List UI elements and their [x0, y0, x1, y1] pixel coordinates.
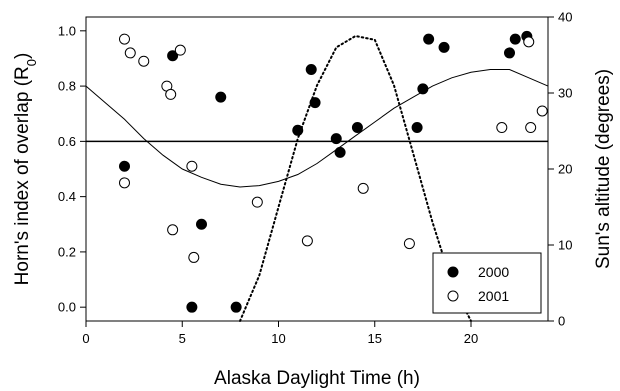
point-2001-14	[496, 122, 508, 134]
y2-tick-label-0: 0	[558, 314, 565, 329]
point-2000-4	[215, 91, 227, 103]
y-axis-title-close: )	[12, 53, 33, 59]
horn-model-curve	[85, 69, 549, 188]
point-2000-13	[417, 83, 429, 95]
point-2000-11	[351, 122, 363, 134]
point-layer	[119, 30, 548, 313]
point-2000-3	[196, 218, 207, 230]
point-2001-6	[167, 224, 179, 236]
point-2000-9	[330, 133, 342, 145]
y2-axis-title: Sun's altitude (degrees)	[593, 69, 614, 269]
point-2001-11	[301, 235, 313, 247]
point-2000-1	[167, 50, 179, 62]
legend: 2000 2001	[432, 252, 542, 314]
y2-tick-label-20: 20	[558, 162, 572, 177]
point-2001-9	[188, 251, 200, 263]
y2-tick-label-10: 10	[558, 238, 572, 253]
point-2001-13	[403, 238, 415, 250]
point-2001-15	[523, 36, 535, 48]
legend-label-2001: 2001	[478, 288, 509, 304]
legend-label-2000: 2000	[478, 264, 509, 280]
point-2001-1	[119, 177, 130, 189]
y-axis-ticks: 0.0 0.2 0.4 0.6 0.8 1.0	[58, 23, 86, 315]
legend-box	[432, 252, 542, 314]
legend-marker-2000	[447, 266, 459, 278]
point-2001-12	[357, 182, 369, 194]
legend-marker-2001	[447, 290, 459, 302]
point-2000-0	[119, 160, 130, 172]
sun-altitude-curve	[239, 34, 472, 322]
point-2001-3	[138, 55, 150, 67]
point-2001-2	[124, 47, 136, 59]
y-tick-label-4: 0.8	[58, 79, 76, 94]
y2-axis-ticks: 0 10 20 30 40	[548, 10, 572, 329]
point-2001-10	[251, 196, 263, 208]
point-2001-5	[165, 88, 177, 100]
point-2000-5	[230, 301, 242, 313]
y2-tick-label-40: 40	[558, 10, 572, 25]
point-2000-12	[411, 122, 423, 134]
y-tick-label-2: 0.4	[58, 189, 76, 204]
point-2001-0	[119, 33, 130, 45]
point-2000-16	[504, 47, 515, 59]
point-2000-14	[423, 33, 435, 45]
x-axis-ticks: 0 5 10 15 20	[82, 321, 478, 346]
point-2000-7	[305, 64, 317, 76]
point-2000-2	[186, 301, 198, 313]
y-tick-label-3: 0.6	[58, 134, 76, 149]
x-tick-label-5: 5	[179, 331, 186, 346]
y-axis-title-subscript: 0	[24, 59, 39, 66]
x-tick-label-20: 20	[464, 331, 478, 346]
x-tick-label-0: 0	[82, 331, 89, 346]
point-2000-6	[292, 124, 304, 136]
y-axis-title-main: Horn's index of overlap (R	[12, 66, 33, 285]
y2-tick-label-30: 30	[558, 86, 572, 101]
y-axis-title: Horn's index of overlap (R0)	[12, 53, 39, 286]
x-axis-title: Alaska Daylight Time (h)	[214, 368, 420, 389]
point-2001-7	[174, 44, 186, 56]
point-2001-16	[525, 122, 537, 134]
x-tick-label-10: 10	[271, 331, 285, 346]
y-tick-label-5: 1.0	[58, 23, 76, 38]
curve-layer	[85, 34, 549, 322]
point-2000-17	[509, 33, 521, 45]
point-2001-8	[186, 160, 198, 172]
y-tick-label-1: 0.2	[58, 244, 76, 259]
point-2001-17	[536, 105, 548, 117]
y-tick-label-0: 0.0	[58, 300, 76, 315]
point-2000-8	[309, 97, 321, 109]
point-2000-15	[438, 41, 450, 53]
point-2000-10	[334, 146, 346, 158]
x-tick-label-15: 15	[368, 331, 382, 346]
